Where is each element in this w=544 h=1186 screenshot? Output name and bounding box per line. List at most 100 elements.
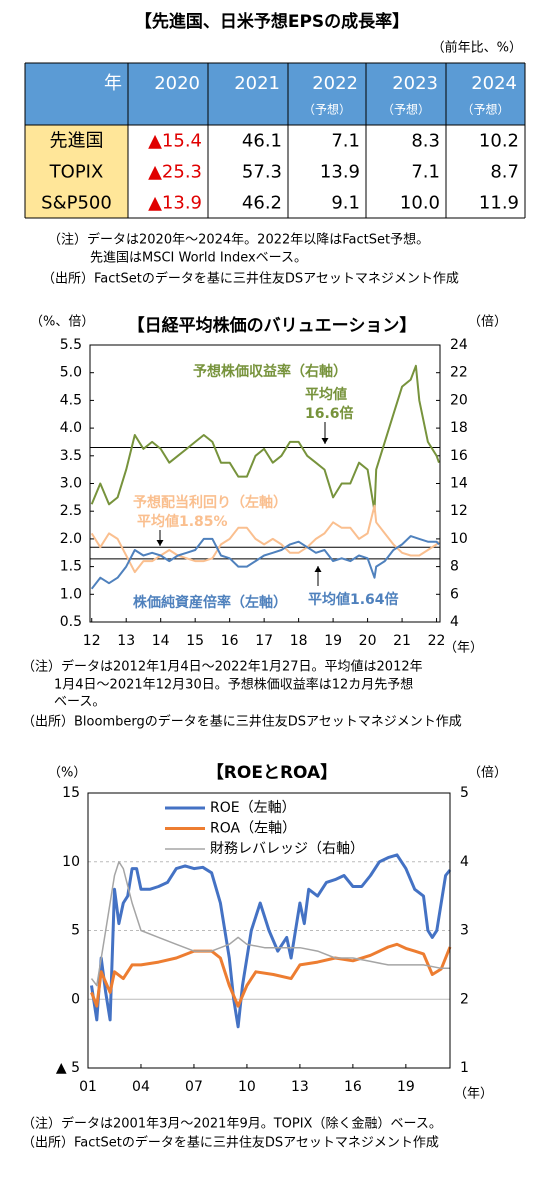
y-tick-label: 5 [71,923,80,939]
x-tick-label: 19 [397,1079,415,1095]
plot-frame [87,792,451,1069]
note: （出所）Bloombergのデータを基に三井住友DSアセットマネジメント作成 [22,714,462,730]
annotation: 平均値 [305,386,347,403]
x-tick-label: 07 [185,1079,203,1095]
y-tick-label: 5.5 [60,337,82,353]
y-axis-label: （%、倍） [30,315,94,330]
table-cell: 13.9 [320,162,360,183]
arrow-head [314,566,322,572]
y2-tick-label: 3 [460,923,469,939]
annotation: 平均値1.64倍 [308,591,399,608]
table-cell: 57.3 [242,162,282,183]
y2-tick-label: 6 [450,586,459,602]
x-tick-label: 21 [393,633,411,649]
y-tick-label: ▲ 5 [56,1060,80,1076]
table-cell: 先進国 [50,131,104,152]
table-cell: 46.2 [242,193,282,214]
table-cell: 10.0 [400,193,440,214]
y2-tick-label: 24 [450,337,468,353]
y2-tick-label: 12 [450,503,468,519]
arrow-head [321,438,329,444]
header-note: （予想） [461,102,509,117]
table-cell: ▲25.3 [148,162,202,183]
table-cell: 11.9 [479,193,519,214]
note: （注）データは2020年～2024年。2022年以降はFactSet予想。 [48,232,429,248]
note: （注）データは2001年3月～2021年9月。TOPIX（除く金融）ベース。 [22,1116,442,1132]
x-tick-label: 15 [186,633,204,649]
header-year: 2023 [392,73,438,94]
y-tick-label: 1.5 [60,559,82,575]
x-tick-label: 18 [290,633,308,649]
note: （注）データは2012年1月4日～2022年1月27日。平均値は2012年 [22,659,423,675]
series-line [90,504,440,574]
header-year: 年 [104,73,122,94]
x-tick-label: 14 [152,633,170,649]
series-line [90,861,450,987]
x-axis-label: （年） [454,1087,493,1102]
table-rowhead-bg [25,125,128,218]
unit: （前年比、%） [432,40,522,56]
table-cell: ▲15.4 [148,131,202,152]
y2-axis-label: （倍） [468,315,507,330]
series-line [90,535,440,590]
y2-tick-label: 5 [460,785,469,801]
x-tick-label: 20 [359,633,377,649]
annotation: 16.6倍 [305,405,354,422]
y-tick-label: 10 [62,854,80,870]
x-tick-label: 01 [79,1079,97,1095]
table-cell: 8.3 [411,131,440,152]
y-tick-label: 2.5 [60,503,82,519]
annotation: 株価純資産倍率（左軸） [133,594,287,611]
header-note: （予想） [303,102,351,117]
page-title: 【先進国、日米予想EPSの成長率】 [135,11,409,32]
header-year: 2020 [154,73,200,94]
x-tick-label: 04 [132,1079,150,1095]
chart-title: 【日経平均株価のバリュエーション】 [128,315,417,336]
plot-frame [89,344,441,623]
x-tick-label: 13 [291,1079,309,1095]
y2-tick-label: 10 [450,531,468,547]
table-cell: TOPIX [49,162,104,183]
note: （出所）FactSetのデータを基に三井住友DSアセットマネジメント作成 [42,271,459,287]
header-year: 2022 [312,73,358,94]
note: 1月4日～2021年12月30日。予想株価収益率は12カ月先予想 [54,677,413,693]
series-line [90,942,452,1008]
legend-label: ROE（左軸） [210,800,296,816]
x-tick-label: 16 [221,633,239,649]
note: ベース。 [54,695,105,710]
table-cell: 8.7 [490,162,519,183]
table-cell: S&P500 [41,193,112,214]
y-tick-label: 5.0 [60,365,82,381]
y2-tick-label: 14 [450,476,468,492]
x-tick-label: 19 [324,633,342,649]
y-tick-label: 3.0 [60,476,82,492]
x-tick-label: 22 [428,633,446,649]
arrow-head [156,540,164,546]
y2-tick-label: 22 [450,365,468,381]
note: （出所）FactSetのデータを基に三井住友DSアセットマネジメント作成 [22,1135,439,1151]
x-tick-label: 10 [238,1079,256,1095]
table-cell: 7.1 [331,131,360,152]
y2-tick-label: 2 [460,991,469,1007]
table-cell: 9.1 [331,193,360,214]
annotation: 予想配当利回り（左軸） [133,494,287,511]
y-tick-label: 15 [62,785,80,801]
y-tick-label: 0 [71,991,80,1007]
y-axis-label: （%） [48,766,86,781]
y2-tick-label: 20 [450,392,468,408]
y-tick-label: 3.5 [60,448,82,464]
y-tick-label: 1.0 [60,586,82,602]
y2-tick-label: 4 [460,854,469,870]
annotation: 予想株価収益率（右軸） [193,363,347,380]
x-tick-label: 17 [255,633,273,649]
series-line [90,853,452,1029]
annotation: 平均値1.85% [137,513,228,530]
y2-tick-label: 4 [450,614,459,630]
y-tick-label: 4.0 [60,420,82,436]
legend-label: ROA（左軸） [210,821,296,837]
y2-tick-label: 16 [450,448,468,464]
legend-label: 財務レバレッジ（右軸） [210,841,364,857]
y-tick-label: 0.5 [60,614,82,630]
